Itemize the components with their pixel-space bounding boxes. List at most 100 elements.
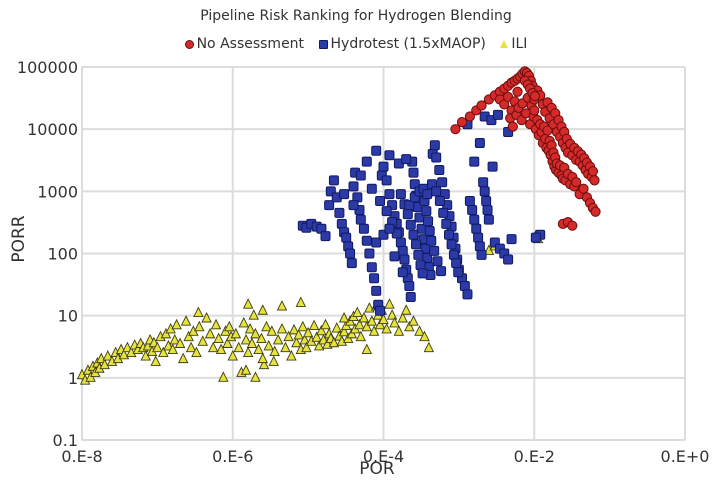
data-point: [441, 218, 452, 229]
grid: [81, 66, 686, 441]
data-point: [126, 346, 137, 358]
data-point: [361, 343, 373, 354]
data-point: [567, 220, 578, 231]
data-point: [404, 320, 415, 332]
data-point: [177, 352, 189, 364]
data-point: [336, 335, 348, 346]
data-point: [431, 152, 442, 163]
data-point: [451, 258, 462, 269]
data-point: [183, 330, 194, 342]
data-point: [302, 326, 314, 338]
series-no-assessment: [450, 66, 601, 231]
data-point: [288, 323, 300, 335]
data-point: [361, 235, 372, 246]
data-point: [320, 318, 331, 330]
data-point: [453, 267, 464, 278]
data-point: [328, 175, 339, 186]
x-axis-label: POR: [359, 459, 395, 479]
data-point: [167, 343, 178, 354]
data-point: [152, 341, 163, 353]
data-point: [283, 330, 294, 342]
data-point: [207, 341, 219, 353]
data-point: [308, 319, 320, 331]
data-point: [587, 166, 599, 177]
data-point: [589, 175, 600, 186]
data-point: [361, 320, 373, 332]
data-point: [191, 346, 202, 358]
data-point: [240, 364, 252, 375]
data-point: [299, 333, 310, 345]
data-point: [434, 165, 445, 176]
data-point: [476, 249, 487, 260]
legend-item-hydrotest: Hydrotest (1.5xMAOP): [318, 36, 486, 52]
data-point: [368, 325, 380, 336]
data-point: [479, 186, 490, 197]
triangle-marker-icon: [500, 40, 509, 48]
data-point: [276, 322, 288, 334]
y-tick-label: 1: [68, 369, 78, 388]
y-tick-label: 100: [47, 245, 78, 264]
data-point: [348, 200, 359, 211]
data-point: [507, 121, 518, 132]
data-point: [375, 305, 386, 316]
data-point: [408, 229, 419, 240]
data-point: [408, 315, 419, 326]
data-point: [423, 341, 435, 353]
data-point: [257, 352, 268, 364]
data-point: [436, 266, 447, 277]
data-point: [248, 309, 259, 320]
data-point: [590, 206, 601, 217]
data-point: [197, 335, 208, 346]
data-point: [421, 206, 432, 217]
data-point: [364, 248, 375, 259]
data-point: [578, 183, 589, 194]
data-point: [163, 339, 174, 351]
data-point: [204, 327, 216, 339]
legend-label: Hydrotest (1.5xMAOP): [330, 36, 486, 52]
data-point: [328, 336, 340, 348]
data-point: [348, 181, 359, 192]
data-point: [230, 327, 242, 339]
data-point: [354, 318, 365, 330]
data-point: [473, 232, 484, 243]
series-ili: [76, 229, 544, 385]
data-point: [194, 320, 205, 332]
data-point: [224, 320, 235, 332]
data-point: [378, 161, 389, 172]
data-point: [503, 254, 514, 265]
data-point: [378, 313, 389, 325]
data-point: [313, 339, 325, 351]
data-point: [424, 226, 435, 237]
data-point: [215, 343, 227, 354]
data-point: [174, 337, 186, 348]
data-point: [405, 219, 416, 230]
data-point: [408, 167, 419, 178]
data-point: [361, 156, 372, 167]
y-tick-label: 0.1: [53, 431, 78, 450]
data-point: [384, 298, 395, 309]
data-point: [471, 223, 482, 234]
data-point: [476, 100, 487, 111]
data-point: [467, 205, 478, 216]
data-point: [374, 318, 386, 330]
data-point: [381, 322, 392, 334]
data-point: [423, 216, 434, 227]
data-point: [102, 350, 114, 361]
data-point: [512, 86, 523, 97]
data-point: [345, 248, 356, 259]
data-point: [355, 214, 366, 225]
data-point: [474, 137, 485, 148]
y-axis-label: PORR: [9, 215, 29, 262]
data-point: [346, 258, 357, 269]
data-point: [469, 156, 480, 167]
data-point: [483, 214, 494, 225]
data-point: [355, 330, 367, 342]
data-point: [268, 355, 279, 366]
data-point: [369, 273, 380, 284]
data-point: [448, 249, 459, 260]
data-point: [384, 150, 395, 161]
data-point: [171, 318, 182, 330]
data-point: [384, 223, 395, 234]
data-point: [295, 296, 307, 307]
data-point: [381, 206, 392, 217]
